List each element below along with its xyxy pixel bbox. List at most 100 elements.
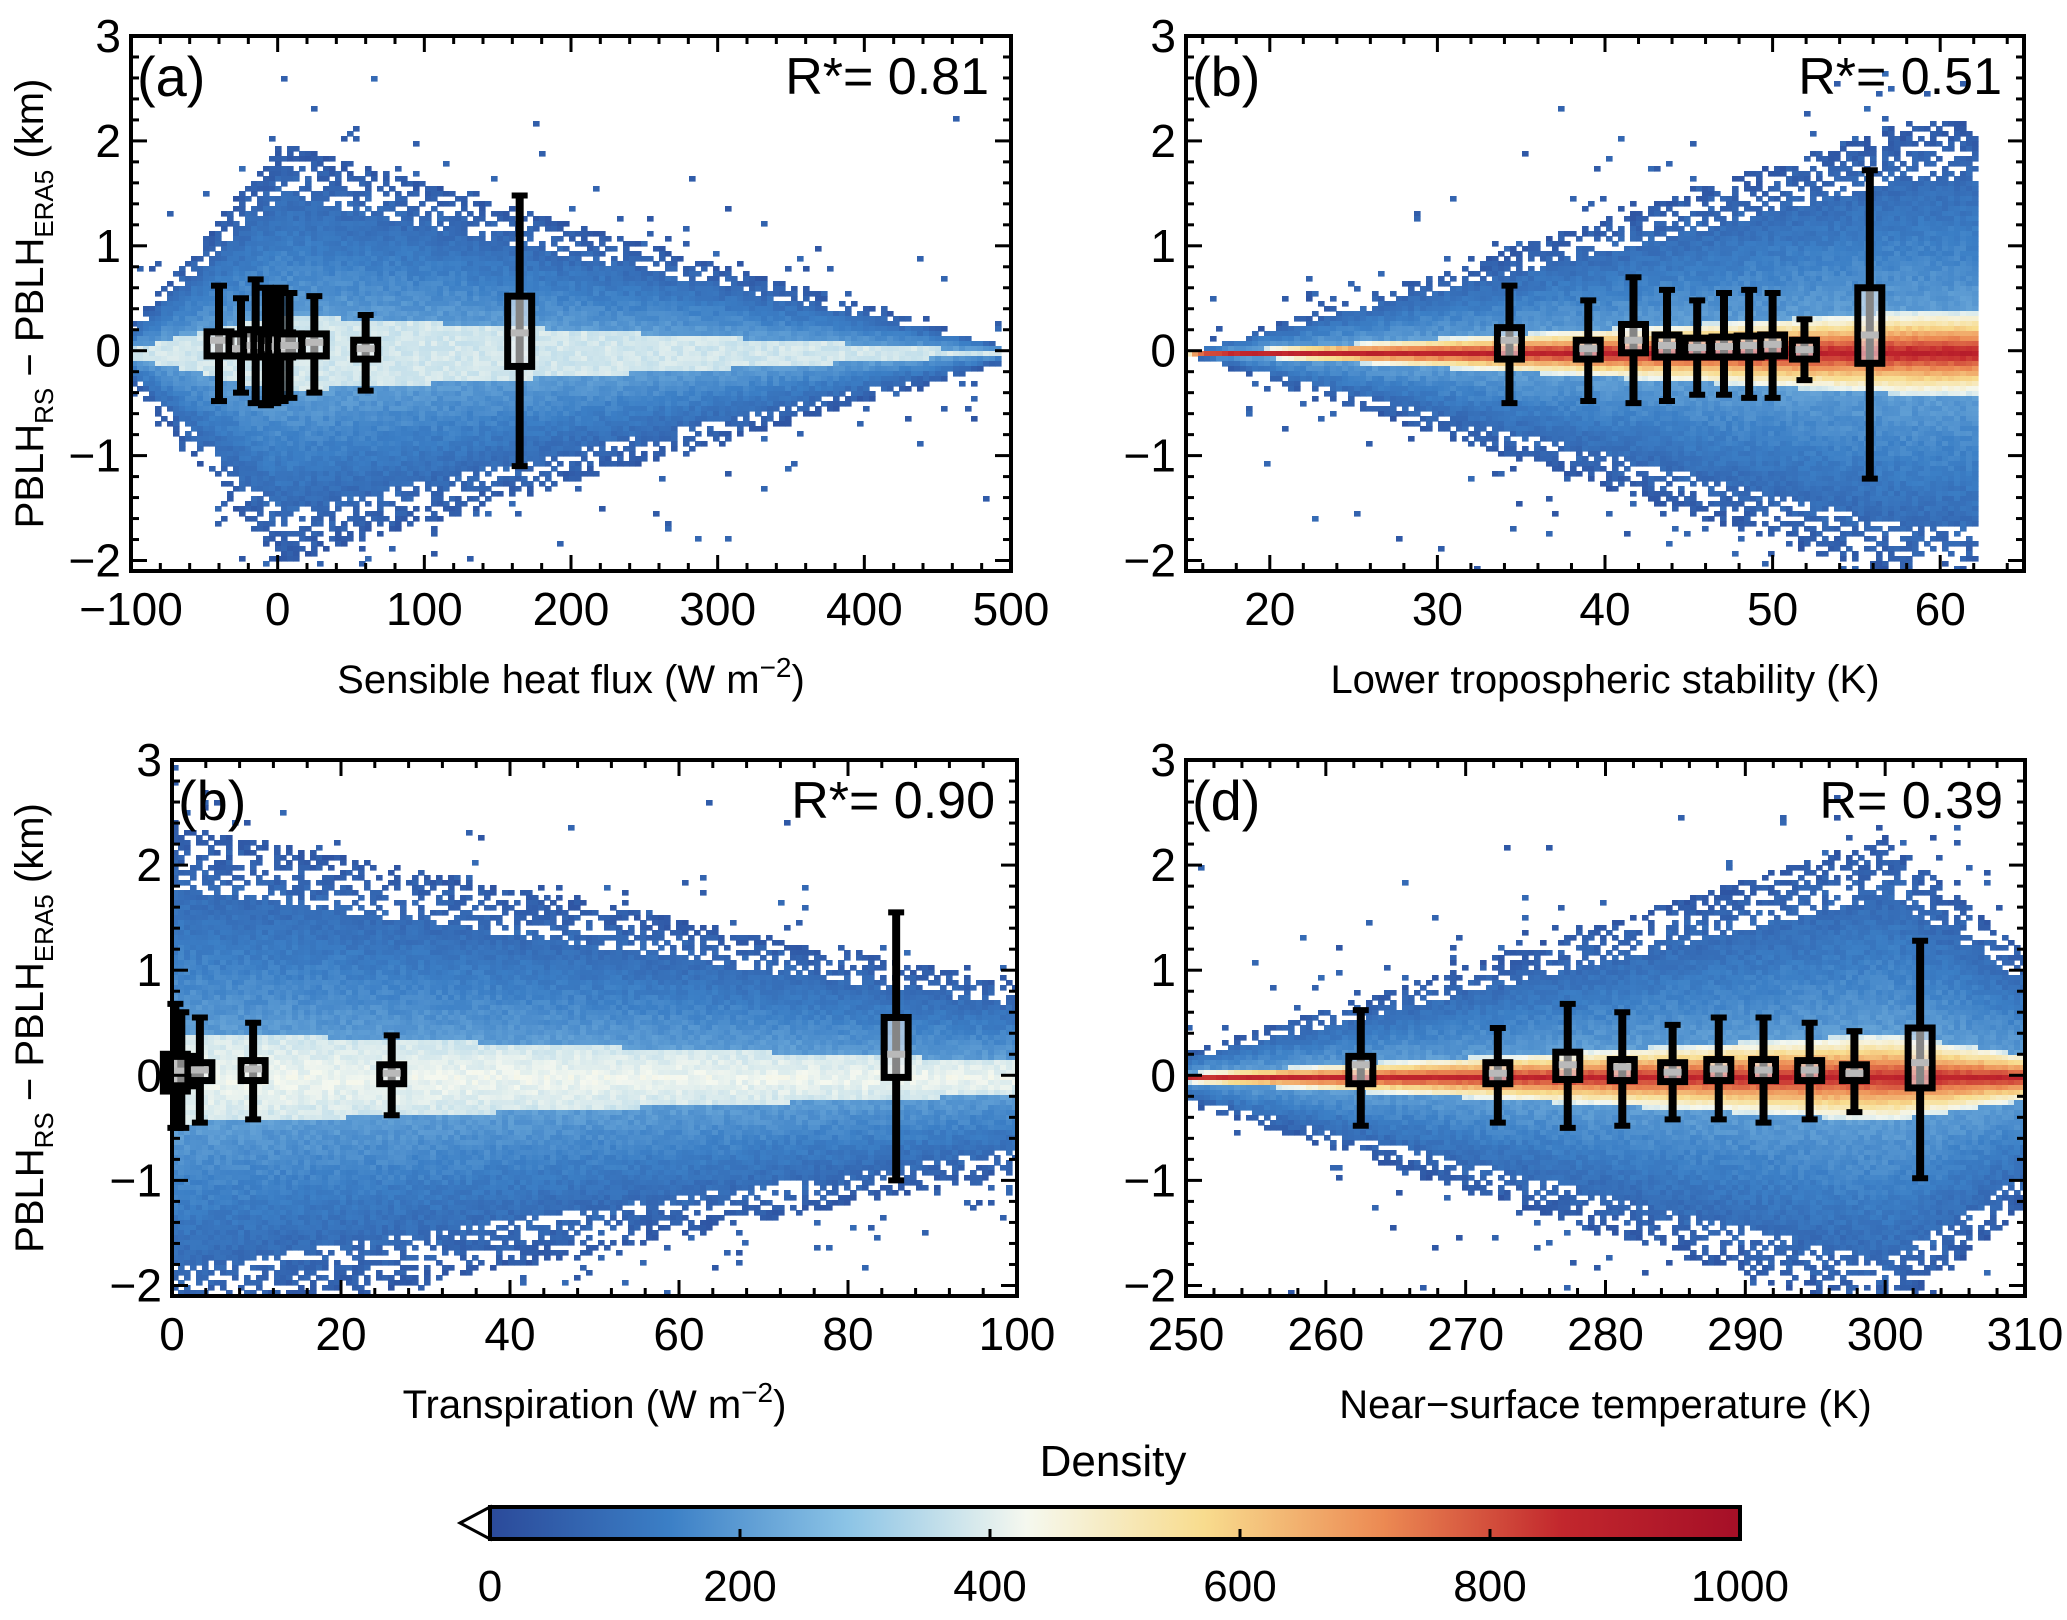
x-tick-label: 20 <box>1244 583 1295 635</box>
x-axis-label: Sensible heat flux (W m−2) <box>337 652 805 702</box>
x-tick-label: 50 <box>1747 583 1798 635</box>
colorbar-tick-label: 400 <box>953 1562 1026 1611</box>
colorbar-gradient <box>488 1505 1742 1541</box>
panel-1: −100 0 100 200 300 400 500 −2 −1 0 1 2 3 (a) R*= 0.81 S… <box>8 10 1049 702</box>
box-whisker <box>1788 316 1820 384</box>
colorbar-title: Density <box>1040 1437 1187 1486</box>
y-tick-label: 3 <box>136 734 162 786</box>
panel-label: (a) <box>137 45 205 108</box>
panel-label: (b) <box>178 769 246 832</box>
y-tick-label: 0 <box>136 1049 162 1101</box>
y-tick-label: 2 <box>1150 839 1176 891</box>
y-tick-label: −2 <box>1124 1259 1176 1311</box>
density-heatmap <box>172 765 1017 1296</box>
x-tick-label: 250 <box>1148 1308 1225 1360</box>
correlation-label: R= 0.39 <box>1819 772 2003 830</box>
panel-4: 250 260 270 280 290 300 310 −2 −1 0 1 2 3 (d) R= 0.39 N… <box>1124 734 2064 1427</box>
x-tick-label: 290 <box>1707 1308 1784 1360</box>
colorbar-tick-label: 200 <box>703 1562 776 1611</box>
y-tick-label: 3 <box>95 10 121 62</box>
box-whisker <box>880 909 912 1184</box>
y-tick-label: −1 <box>1124 1154 1176 1206</box>
x-tick-label: 30 <box>1412 583 1463 635</box>
x-tick-label: 100 <box>386 583 463 635</box>
y-tick-label: 0 <box>95 325 121 377</box>
plot-frame <box>170 758 1019 1298</box>
x-tick-label: 300 <box>679 583 756 635</box>
x-tick-label: 300 <box>1847 1308 1924 1360</box>
box-whisker <box>1345 1007 1377 1129</box>
correlation-label: R*= 0.90 <box>791 772 995 830</box>
x-axis-label: Transpiration (W m−2) <box>403 1377 787 1427</box>
colorbar-extend-arrow <box>456 1504 492 1542</box>
y-tick-label: −2 <box>1124 535 1176 587</box>
box-whisker <box>237 1019 269 1123</box>
x-tick-label: 60 <box>653 1308 704 1360</box>
box-whisker <box>1854 167 1886 482</box>
colorbar-tick-label: 800 <box>1453 1562 1526 1611</box>
colorbar: Density 0 200 400 600 800 1000 <box>456 1437 1789 1611</box>
x-tick-label: 260 <box>1287 1308 1364 1360</box>
x-tick-label: 40 <box>484 1308 535 1360</box>
box-whisker <box>1681 297 1713 398</box>
x-tick-label: −100 <box>79 583 183 635</box>
box-whisker <box>1838 1028 1870 1116</box>
box-whisker <box>298 293 330 396</box>
colorbar-tick-label: 0 <box>478 1562 502 1611</box>
y-tick-label: 1 <box>1150 220 1176 272</box>
x-tick-label: 0 <box>265 583 291 635</box>
y-axis-label: PBLHRS − PBLHERA5 (km) <box>8 79 59 529</box>
panel-label: (d) <box>1192 769 1260 832</box>
x-tick-label: 80 <box>822 1308 873 1360</box>
x-tick-label: 270 <box>1427 1308 1504 1360</box>
colorbar-tick-label: 600 <box>1203 1562 1276 1611</box>
x-tick-label: 310 <box>1987 1308 2064 1360</box>
density-heatmap <box>1186 795 2025 1296</box>
density-heatmap <box>131 76 1002 567</box>
y-tick-label: 3 <box>1150 10 1176 62</box>
box-whisker <box>1552 1000 1584 1131</box>
panel-2: 20 30 40 50 60 −2 −1 0 1 2 3 (b) R*= 0.51 Lower tropo… <box>1124 10 2026 702</box>
y-tick-label: −1 <box>69 430 121 482</box>
box-whisker <box>504 192 536 470</box>
x-tick-label: 40 <box>1579 583 1630 635</box>
y-tick-label: 2 <box>136 839 162 891</box>
y-tick-label: 2 <box>1150 115 1176 167</box>
box-whisker <box>184 1014 216 1126</box>
y-tick-label: 3 <box>1150 734 1176 786</box>
correlation-label: R*= 0.81 <box>785 48 989 106</box>
y-tick-label: 1 <box>136 944 162 996</box>
box-whisker <box>1657 1021 1689 1123</box>
correlation-label: R*= 0.51 <box>1798 48 2002 106</box>
box-whisker <box>1757 290 1789 401</box>
box-whisker <box>1703 1014 1735 1123</box>
y-tick-label: 0 <box>1150 1049 1176 1101</box>
panel-3: 0 20 40 60 80 100 −2 −1 0 1 2 3 (b) R*= 0.90 Transpira… <box>8 734 1055 1427</box>
box-whisker <box>1606 1009 1638 1129</box>
y-tick-label: 1 <box>1150 944 1176 996</box>
y-tick-label: −1 <box>1124 430 1176 482</box>
x-tick-label: 400 <box>826 583 903 635</box>
y-tick-label: −2 <box>110 1259 162 1311</box>
x-axis-label: Near−surface temperature (K) <box>1339 1383 1871 1427</box>
y-tick-label: 2 <box>95 115 121 167</box>
box-whisker <box>1651 286 1683 405</box>
y-axis-label: PBLHRS − PBLHERA5 (km) <box>8 803 59 1253</box>
x-tick-label: 200 <box>533 583 610 635</box>
box-whisker <box>1493 282 1525 407</box>
box-whisker <box>376 1032 408 1119</box>
x-tick-label: 20 <box>315 1308 366 1360</box>
box-whisker <box>1904 937 1936 1182</box>
box-whisker <box>1572 297 1604 405</box>
x-tick-label: 100 <box>979 1308 1056 1360</box>
y-tick-label: −1 <box>110 1154 162 1206</box>
y-tick-label: 0 <box>1150 325 1176 377</box>
y-tick-label: 1 <box>95 220 121 272</box>
box-whisker <box>350 312 382 394</box>
box-whisker <box>1482 1025 1514 1126</box>
x-tick-label: 500 <box>973 583 1050 635</box>
panel-label: (b) <box>1192 45 1260 108</box>
box-whisker <box>1748 1014 1780 1126</box>
box-whisker <box>1794 1019 1826 1123</box>
